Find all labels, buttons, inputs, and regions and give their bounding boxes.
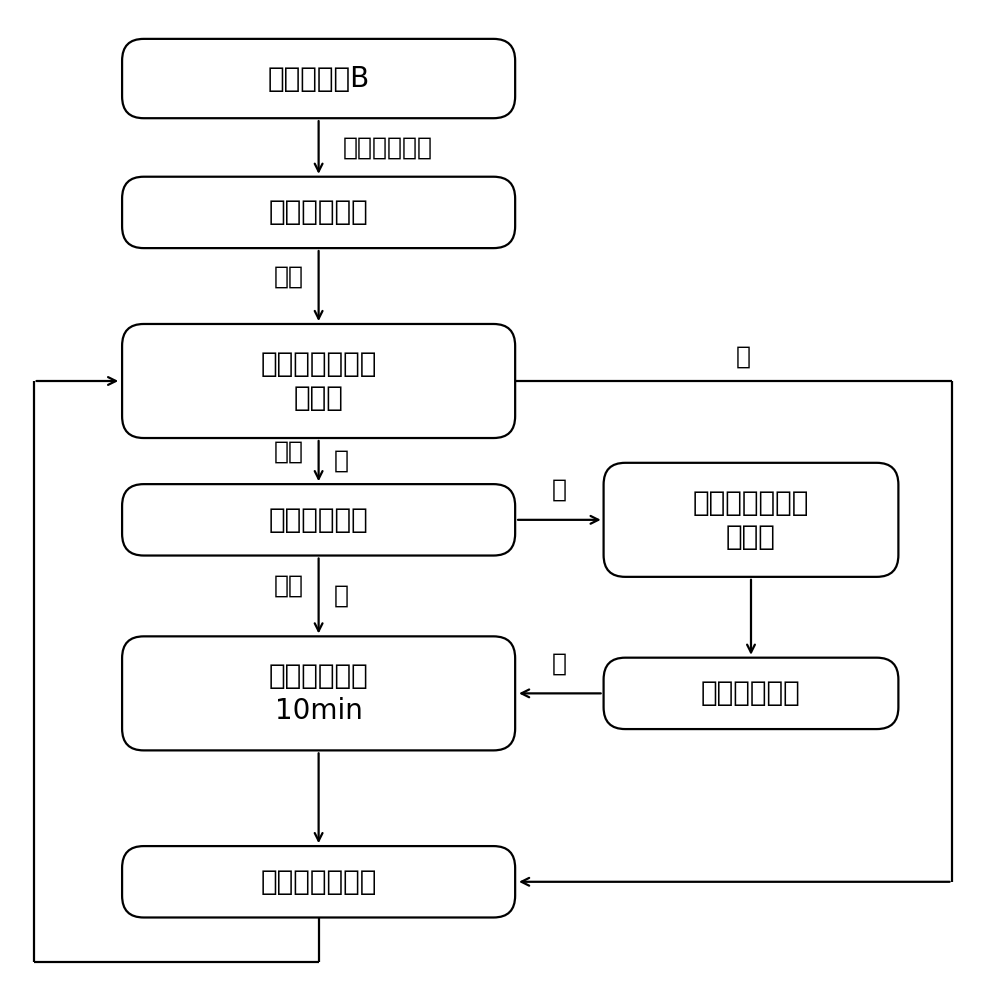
Text: 否: 否 [736,344,751,368]
Text: 调大风机转速，: 调大风机转速， [261,868,377,896]
Text: 压差信号稳定: 压差信号稳定 [269,506,369,534]
FancyBboxPatch shape [122,39,515,118]
Text: 是: 是 [333,449,349,473]
Text: 当前转速持续
10min: 当前转速持续 10min [269,662,369,725]
Text: 判断: 判断 [274,574,304,598]
FancyBboxPatch shape [122,324,515,438]
FancyBboxPatch shape [122,636,515,750]
Text: 压差变送器B: 压差变送器B [268,65,370,93]
FancyBboxPatch shape [122,484,515,556]
Text: 是: 是 [552,652,567,676]
Text: 压差信号达到对
应数值: 压差信号达到对 应数值 [261,350,377,412]
Text: 是: 是 [333,584,349,608]
FancyBboxPatch shape [604,658,899,729]
FancyBboxPatch shape [122,177,515,248]
Text: 否: 否 [552,478,567,502]
Text: 压差信号稳定: 压差信号稳定 [701,679,801,707]
Text: 维持当前风机转
速不变: 维持当前风机转 速不变 [693,489,810,551]
FancyBboxPatch shape [604,463,899,577]
Text: 判断: 判断 [274,264,304,288]
Text: 输出压差信号: 输出压差信号 [343,135,433,159]
FancyBboxPatch shape [122,846,515,917]
Text: 判断: 判断 [274,439,304,463]
Text: 可编辑控制器: 可编辑控制器 [269,198,369,226]
